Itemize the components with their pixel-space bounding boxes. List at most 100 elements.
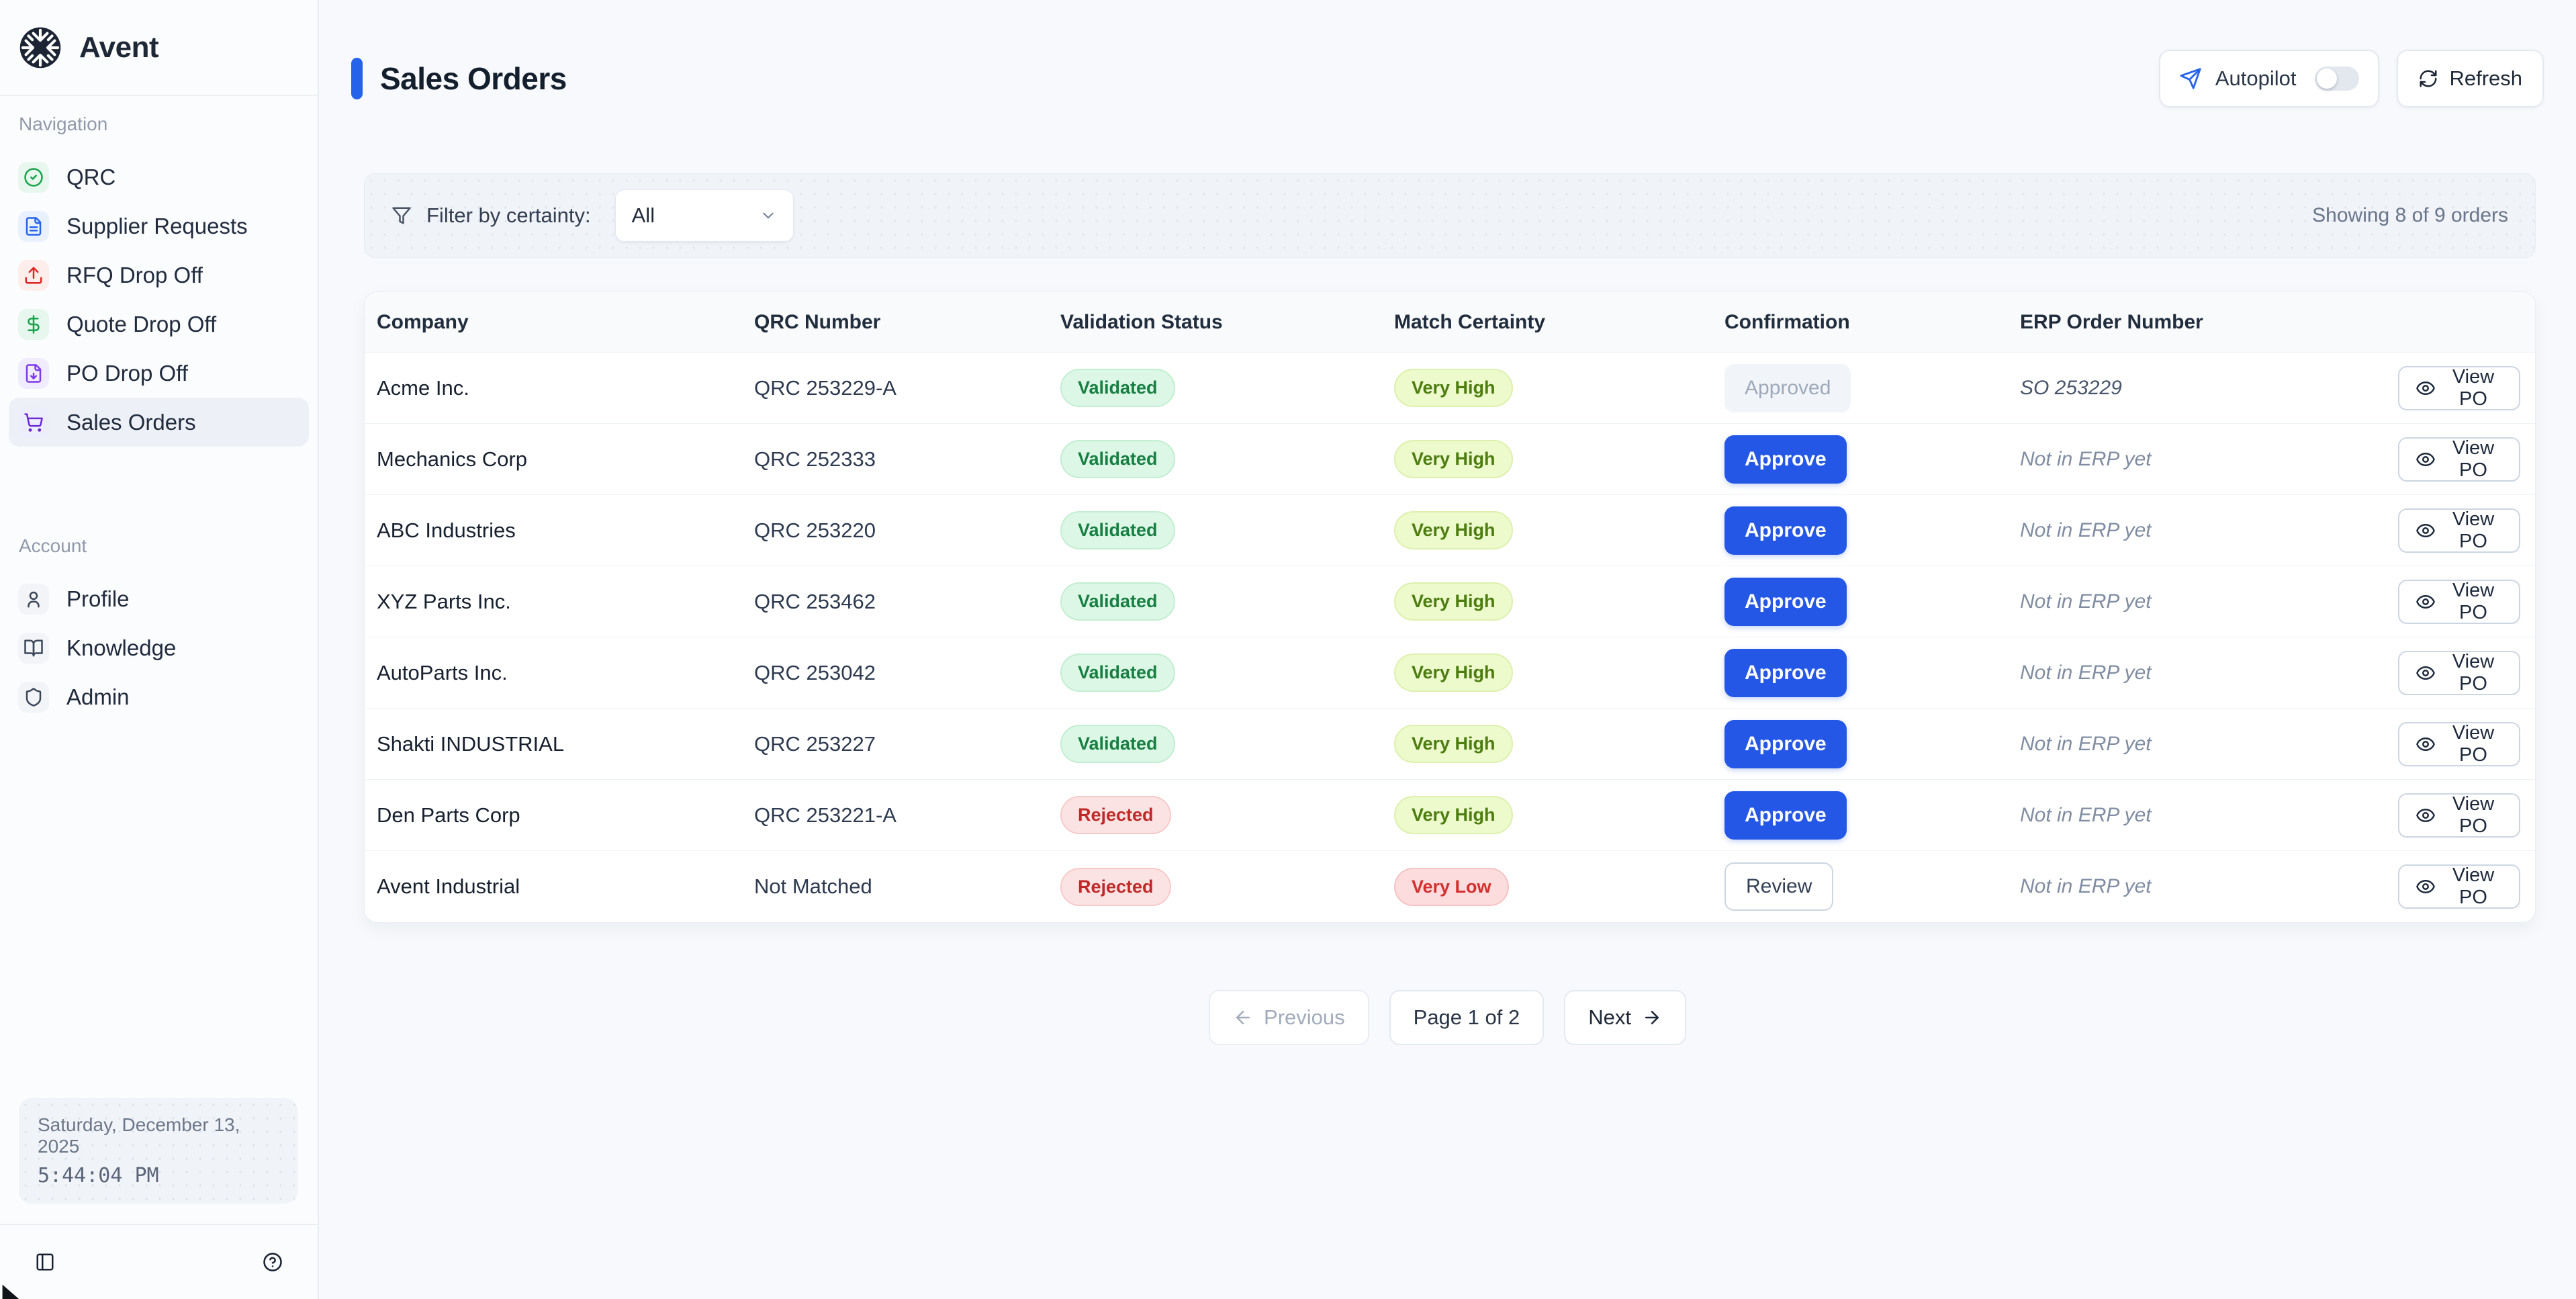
column-header-company: Company bbox=[377, 310, 469, 333]
view-po-button[interactable]: View PO bbox=[2398, 650, 2520, 695]
current-time: 5:44:04 PM bbox=[38, 1164, 159, 1188]
erp-order-number-cell: Not in ERP yet bbox=[2020, 519, 2152, 541]
account-section-label: Account bbox=[19, 535, 87, 556]
mouse-cursor bbox=[0, 1282, 32, 1299]
upload-icon bbox=[18, 259, 49, 291]
refresh-button[interactable]: Refresh bbox=[2397, 50, 2544, 107]
previous-page-button: Previous bbox=[1209, 990, 1369, 1045]
match-certainty-badge: Very High bbox=[1394, 725, 1513, 763]
orders-table: Company QRC Number Validation Status Mat… bbox=[364, 292, 2536, 923]
view-po-label: View PO bbox=[2452, 650, 2495, 695]
sidebar-item-label: Knowledge bbox=[66, 635, 177, 660]
match-certainty-cell: Very Low bbox=[1394, 867, 1724, 906]
match-certainty-cell: Very High bbox=[1394, 369, 1724, 407]
eye-icon bbox=[2416, 449, 2436, 469]
help-button[interactable] bbox=[260, 1249, 285, 1275]
validation-status-cell: Validated bbox=[1060, 725, 1394, 763]
view-po-button[interactable]: View PO bbox=[2398, 508, 2520, 553]
eye-icon bbox=[2416, 521, 2436, 541]
sidebar-item-qrc[interactable]: QRC bbox=[9, 152, 309, 201]
datetime-card: Saturday, December 13, 2025 5:44:04 PM bbox=[19, 1098, 297, 1204]
confirmation-button[interactable]: Review bbox=[1724, 862, 1834, 911]
match-certainty-badge: Very High bbox=[1394, 511, 1513, 549]
confirmation-button[interactable]: Approve bbox=[1724, 791, 1847, 840]
table-header-row: Company QRC Number Validation Status Mat… bbox=[365, 292, 2535, 353]
send-icon bbox=[2179, 67, 2202, 90]
actions-cell: View PO bbox=[2398, 650, 2520, 695]
sidebar-item-supplier-requests[interactable]: Supplier Requests bbox=[9, 201, 309, 251]
book-open-icon bbox=[18, 632, 49, 664]
certainty-select[interactable]: All bbox=[614, 189, 794, 242]
current-date: Saturday, December 13, 2025 bbox=[38, 1114, 240, 1157]
table-row: Den Parts Corp QRC 253221-A Rejected Ver… bbox=[365, 780, 2535, 851]
arrow-right-icon bbox=[1642, 1007, 1662, 1028]
confirmation-button[interactable]: Approve bbox=[1724, 577, 1847, 626]
dollar-icon bbox=[18, 308, 49, 340]
sidebar-item-rfq-drop-off[interactable]: RFQ Drop Off bbox=[9, 251, 309, 300]
sidebar-item-label: QRC bbox=[66, 164, 116, 189]
view-po-button[interactable]: View PO bbox=[2398, 365, 2520, 410]
sidebar-item-label: Sales Orders bbox=[66, 409, 196, 435]
sidebar-item-po-drop-off[interactable]: PO Drop Off bbox=[9, 349, 309, 398]
sidebar-item-profile[interactable]: Profile bbox=[9, 574, 309, 623]
confirmation-button[interactable]: Approve bbox=[1724, 648, 1847, 697]
table-row: XYZ Parts Inc. QRC 253462 Validated Very… bbox=[365, 566, 2535, 637]
match-certainty-badge: Very High bbox=[1394, 440, 1513, 478]
filter-icon bbox=[392, 206, 412, 226]
company-cell: Mechanics Corp bbox=[377, 447, 527, 471]
erp-order-number-cell: SO 253229 bbox=[2020, 376, 2122, 399]
validation-status-badge: Rejected bbox=[1060, 867, 1171, 906]
confirmation-button[interactable]: Approve bbox=[1724, 506, 1847, 555]
column-header-match-certainty: Match Certainty bbox=[1394, 310, 1546, 333]
view-po-label: View PO bbox=[2452, 365, 2495, 410]
view-po-button[interactable]: View PO bbox=[2398, 864, 2520, 909]
view-po-label: View PO bbox=[2452, 721, 2495, 766]
page-header: Sales Orders Autopilot Refresh bbox=[319, 0, 2576, 107]
validation-status-badge: Validated bbox=[1060, 511, 1175, 549]
confirmation-cell: Approve bbox=[1724, 648, 2020, 697]
view-po-button[interactable]: View PO bbox=[2398, 721, 2520, 766]
view-po-button[interactable]: View PO bbox=[2398, 437, 2520, 482]
actions-cell: View PO bbox=[2398, 579, 2520, 624]
next-page-button[interactable]: Next bbox=[1564, 990, 1686, 1045]
sidebar-item-admin[interactable]: Admin bbox=[9, 672, 309, 721]
sidebar-item-label: Profile bbox=[66, 586, 130, 611]
confirmation-cell: Approve bbox=[1724, 506, 2020, 555]
confirmation-button[interactable]: Approve bbox=[1724, 719, 1847, 768]
sidebar-item-quote-drop-off[interactable]: Quote Drop Off bbox=[9, 300, 309, 349]
erp-order-number-cell: Not in ERP yet bbox=[2020, 590, 2152, 613]
sidebar-item-knowledge[interactable]: Knowledge bbox=[9, 623, 309, 672]
confirmation-cell: Approve bbox=[1724, 791, 2020, 840]
actions-cell: View PO bbox=[2398, 721, 2520, 766]
company-cell: Shakti INDUSTRIAL bbox=[377, 731, 565, 756]
company-cell: AutoParts Inc. bbox=[377, 660, 508, 684]
arrow-left-icon bbox=[1233, 1007, 1253, 1028]
actions-cell: View PO bbox=[2398, 793, 2520, 838]
shopping-cart-icon bbox=[18, 406, 49, 438]
qrc-number-cell: QRC 253462 bbox=[754, 589, 876, 613]
erp-order-number-cell: Not in ERP yet bbox=[2020, 447, 2152, 470]
company-cell: ABC Industries bbox=[377, 518, 516, 542]
panel-left-icon bbox=[35, 1252, 55, 1272]
brand-name: Avent bbox=[79, 30, 159, 64]
filter-bar: Filter by certainty: All Showing 8 of 9 … bbox=[364, 173, 2536, 258]
match-certainty-cell: Very High bbox=[1394, 511, 1724, 549]
sidebar-item-label: Quote Drop Off bbox=[66, 311, 217, 337]
match-certainty-cell: Very High bbox=[1394, 796, 1724, 834]
sidebar-toggle-button[interactable] bbox=[32, 1249, 58, 1275]
view-po-label: View PO bbox=[2452, 508, 2495, 552]
confirmation-button[interactable]: Approve bbox=[1724, 435, 1847, 484]
view-po-button[interactable]: View PO bbox=[2398, 579, 2520, 624]
match-certainty-badge: Very High bbox=[1394, 582, 1513, 621]
table-row: Mechanics Corp QRC 252333 Validated Very… bbox=[365, 424, 2535, 495]
main-content: Sales Orders Autopilot Refresh Fi bbox=[319, 0, 2576, 1299]
autopilot-toggle[interactable] bbox=[2315, 66, 2360, 91]
file-down-icon bbox=[18, 357, 49, 389]
confirmation-button: Approved bbox=[1724, 363, 1851, 412]
view-po-button[interactable]: View PO bbox=[2398, 793, 2520, 838]
eye-icon bbox=[2416, 378, 2436, 398]
sidebar: Avent Navigation QRC Supplier Requests R… bbox=[0, 0, 319, 1299]
brand-logo-icon bbox=[18, 26, 62, 70]
sidebar-item-sales-orders[interactable]: Sales Orders bbox=[9, 398, 309, 447]
validation-status-badge: Validated bbox=[1060, 654, 1175, 692]
